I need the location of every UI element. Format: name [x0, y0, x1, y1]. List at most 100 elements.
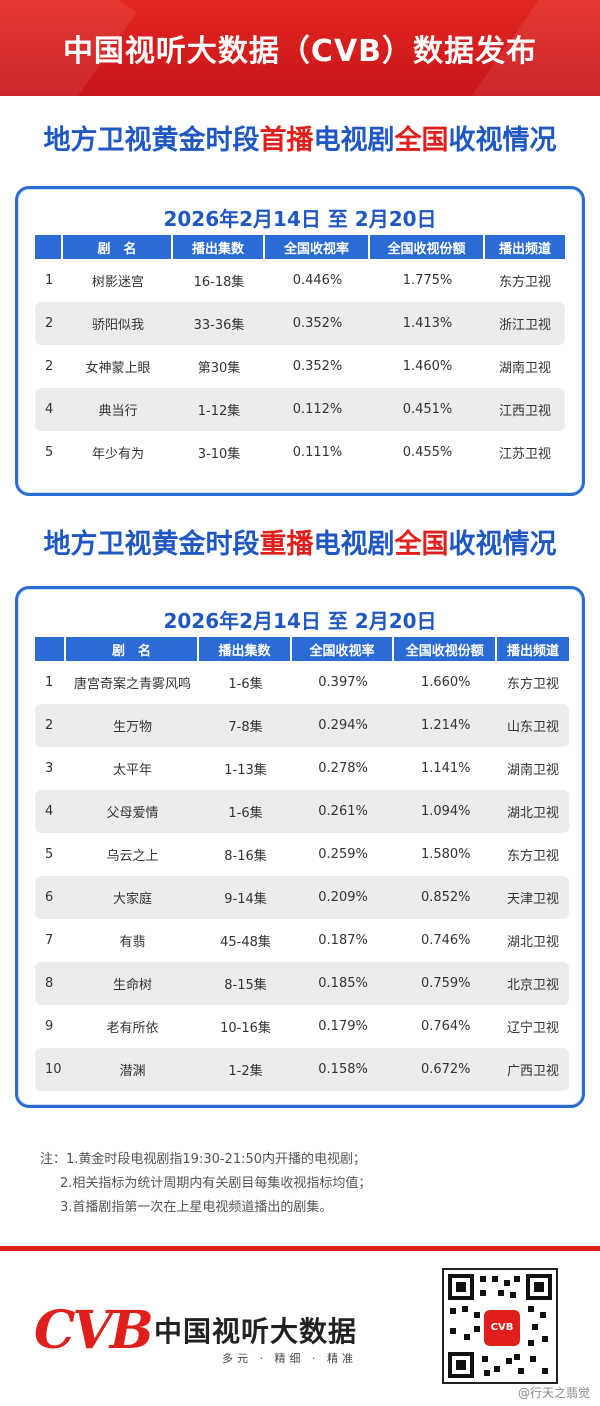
- section1-title-part3: 电视剧: [313, 125, 395, 156]
- table-cell: 10-16集: [220, 1021, 271, 1036]
- table-cell: 1.094%: [394, 790, 498, 833]
- table-cell: 7: [45, 933, 54, 948]
- table-cell: 湖北卫视: [497, 790, 569, 833]
- column-header: [35, 637, 66, 661]
- note-line-2: 2.相关指标为统计周期内有关剧目每集收视指标均值；: [60, 1176, 372, 1191]
- table-cell: 45-48集: [220, 935, 271, 950]
- table-cell: 有翡: [119, 935, 146, 950]
- table-cell: 1-6集: [199, 790, 292, 833]
- table-cell: 女神蒙上眼: [85, 361, 151, 376]
- footer-divider: [0, 1246, 600, 1251]
- table-cell: 3: [45, 761, 54, 776]
- table-cell: 0.294%: [291, 704, 395, 747]
- table-cell: 浙江卫视: [485, 302, 565, 345]
- qr-code: CVB: [442, 1268, 558, 1384]
- table-cell: 2: [35, 704, 66, 747]
- table-cell: 2: [35, 302, 63, 345]
- panel-rerun: 2026年2月14日 至 2月20日 剧 名播出集数 全国收视率 全国收视份额 播出频…: [15, 586, 585, 1108]
- table-cell: 0.209%: [291, 876, 395, 919]
- qr-center-badge: CVB: [484, 1310, 520, 1346]
- table-row: 9 老有所依 10-16集 0.179% 0.764% 辽宁卫视: [35, 1005, 569, 1048]
- table-cell: 8: [35, 962, 66, 1005]
- table-cell: 天津卫视: [497, 876, 569, 919]
- table-cell: 0.352%: [265, 302, 370, 345]
- table-cell: 0.259%: [318, 847, 368, 862]
- logo-slogan: 多元 · 精细 · 精准: [222, 1352, 357, 1365]
- cvb-logo: CVB 中国视听大数据 多元 · 精细 · 精准: [34, 1300, 414, 1370]
- table-cell: 0.759%: [394, 962, 498, 1005]
- table-cell: 0.158%: [291, 1048, 395, 1091]
- table-row: 5 乌云之上 8-16集 0.259% 1.580% 东方卫视: [35, 833, 569, 876]
- section2-title-part1: 地方卫视黄金时段: [43, 529, 260, 560]
- header-banner: 中国视听大数据（CVB）数据发布: [0, 0, 600, 96]
- table-cell: 10: [35, 1048, 66, 1091]
- section2-title-part3: 电视剧: [313, 529, 395, 560]
- section2-title-part4: 全国: [394, 529, 449, 560]
- table-cell: 1.660%: [420, 675, 471, 690]
- banner-title: 中国视听大数据（CVB）数据发布: [62, 34, 538, 69]
- table-cell: 0.261%: [291, 790, 395, 833]
- rerun-table: 剧 名播出集数 全国收视率 全国收视份额 播出频道 1 唐宫奇案之青雾风鸣 1-6集 0.3…: [35, 637, 569, 1091]
- table-row: 4 典当行 1-12集 0.112% 0.451% 江西卫视: [35, 388, 565, 431]
- column-header: 剧 名: [63, 235, 173, 259]
- column-header: 全国收视份额: [370, 235, 485, 259]
- section2-title: 地方卫视黄金时段重播电视剧全国收视情况: [0, 522, 600, 561]
- table-cell: 东方卫视: [507, 677, 560, 692]
- table-cell: 太平年: [113, 763, 153, 778]
- table-row: 4 父母爱情 1-6集 0.261% 1.094% 湖北卫视: [35, 790, 569, 833]
- logo-name: 中国视听大数据: [154, 1315, 358, 1348]
- table-cell: 0.852%: [394, 876, 498, 919]
- table-cell: 东方卫视: [507, 849, 560, 864]
- table-row: 2 生万物 7-8集 0.294% 1.214% 山东卫视: [35, 704, 569, 747]
- table-cell: 潜渊: [65, 1048, 200, 1091]
- table-cell: 0.185%: [291, 962, 395, 1005]
- table-cell: 0.764%: [420, 1019, 471, 1034]
- table-cell: 1: [45, 273, 54, 288]
- table-cell: 0.111%: [292, 445, 343, 460]
- table-cell: 1.460%: [402, 359, 453, 374]
- section2-title-part5: 收视情况: [448, 529, 557, 560]
- table-row: 1 唐宫奇案之青雾风鸣 1-6集 0.397% 1.660% 东方卫视: [35, 661, 569, 704]
- table-cell: 1-13集: [224, 763, 267, 778]
- table-cell: 16-18集: [193, 275, 245, 290]
- section1-title-part4: 全国: [394, 125, 449, 156]
- table-cell: 1-2集: [199, 1048, 292, 1091]
- table-cell: 4: [35, 388, 63, 431]
- table-cell: 0.112%: [265, 388, 370, 431]
- table-cell: 骄阳似我: [63, 302, 173, 345]
- table-cell: 辽宁卫视: [507, 1021, 560, 1036]
- column-header: 播出频道: [485, 235, 565, 259]
- table-cell: 5: [45, 847, 54, 862]
- table-cell: 2: [45, 359, 54, 374]
- table-cell: 8-16集: [224, 849, 267, 864]
- table-row: 10 潜渊 1-2集 0.158% 0.672% 广西卫视: [35, 1048, 569, 1091]
- column-header: 全国收视份额: [394, 637, 498, 661]
- section1-title-part5: 收视情况: [448, 125, 557, 156]
- table-cell: 老有所依: [106, 1021, 159, 1036]
- table-cell: 1.141%: [420, 761, 471, 776]
- table-cell: 1-6集: [228, 677, 263, 692]
- logo-mark: CVB: [34, 1300, 154, 1361]
- section1-title: 地方卫视黄金时段首播电视剧全国收视情况: [0, 118, 600, 157]
- table-cell: 0.179%: [318, 1019, 368, 1034]
- qr-pattern-icon: [448, 1274, 552, 1378]
- table-cell: 唐宫奇案之青雾风鸣: [74, 677, 192, 692]
- table-cell: 8-15集: [199, 962, 292, 1005]
- table-cell: 0.451%: [370, 388, 485, 431]
- table-cell: 第30集: [197, 361, 241, 376]
- table-cell: 0.446%: [292, 273, 343, 288]
- table-cell: 1: [45, 675, 54, 690]
- note-line-1: 注：1.黄金时段电视剧指19:30-21:50内开播的电视剧；: [40, 1152, 367, 1167]
- column-header: 播出集数: [173, 235, 265, 259]
- panel-premiere: 2026年2月14日 至 2月20日 剧 名播出集数 全国收视率 全国收视份额 播出频…: [15, 186, 585, 496]
- table-cell: 1.580%: [420, 847, 471, 862]
- table-cell: 9: [45, 1019, 54, 1034]
- table-cell: 0.278%: [318, 761, 368, 776]
- table-cell: 江西卫视: [485, 388, 565, 431]
- section1-title-part2: 首播: [259, 125, 314, 156]
- table-cell: 湖南卫视: [498, 361, 551, 376]
- table-cell: 典当行: [63, 388, 173, 431]
- table-header-row: 剧 名播出集数 全国收视率 全国收视份额 播出频道: [35, 235, 565, 259]
- table-cell: 生万物: [65, 704, 200, 747]
- section2-title-part2: 重播: [259, 529, 314, 560]
